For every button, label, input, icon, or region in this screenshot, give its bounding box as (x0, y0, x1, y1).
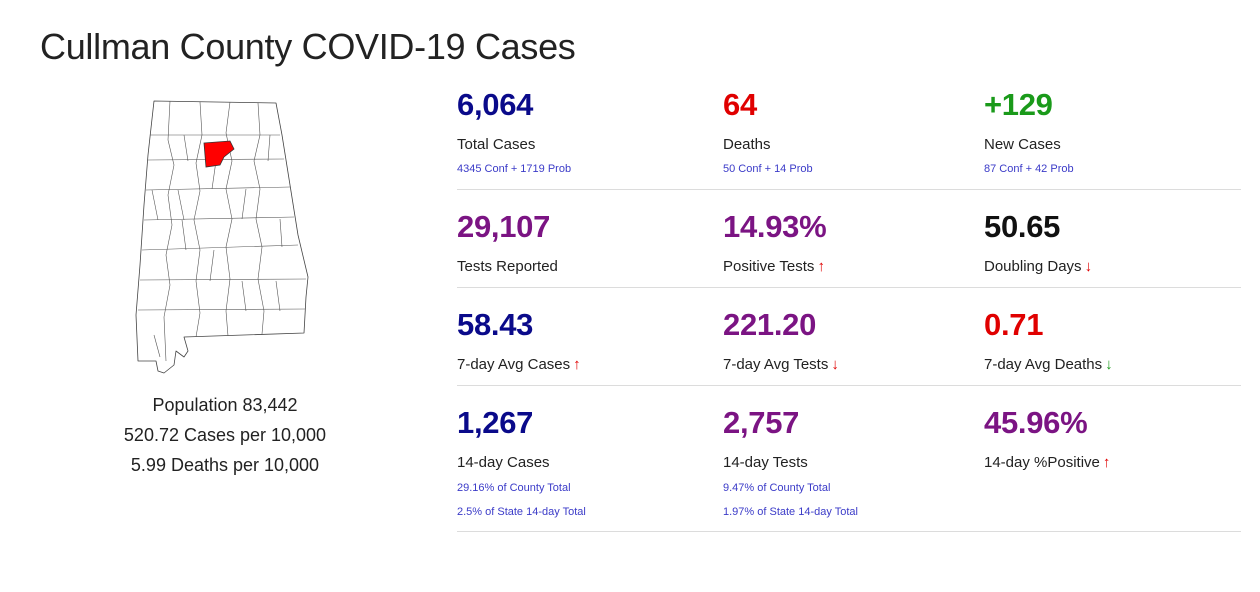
stats-row: 6,064 Total Cases 4345 Conf + 1719 Prob … (457, 84, 1241, 190)
stat-value: 0.71 (984, 307, 1044, 342)
arrow-up-icon: ↑ (573, 356, 581, 373)
stat-value: 221.20 (723, 307, 817, 342)
arrow-down-icon: ↓ (831, 356, 839, 373)
stat-positive-tests: 14.93% Positive Tests ↑ (723, 206, 984, 287)
stat-14day-positive: 45.96% 14-day %Positive ↑ (984, 402, 1241, 531)
county-stats: Population 83,442 520.72 Cases per 10,00… (0, 390, 450, 480)
cases-per-10000-text: 520.72 Cases per 10,000 (123, 425, 327, 445)
deaths-per-10000-text: 5.99 Deaths per 10,000 (130, 455, 320, 475)
alabama-county-map (135, 100, 309, 374)
stat-label: 14-day Tests (723, 454, 808, 471)
stat-7day-avg-tests: 221.20 7-day Avg Tests ↓ (723, 304, 984, 385)
arrow-down-icon: ↓ (1105, 356, 1113, 373)
stat-label: Positive Tests (723, 258, 815, 275)
stat-7day-avg-cases: 58.43 7-day Avg Cases ↑ (457, 304, 723, 385)
stat-14day-cases: 1,267 14-day Cases 29.16% of County Tota… (457, 402, 723, 531)
stat-value: 6,064 (457, 87, 534, 122)
arrow-down-icon: ↓ (1084, 258, 1093, 275)
stat-value: 2,757 (723, 405, 800, 440)
stat-value: 1,267 (457, 405, 534, 440)
stat-total-cases: 6,064 Total Cases 4345 Conf + 1719 Prob (457, 84, 723, 189)
population-text: Population 83,442 (152, 395, 298, 415)
stats-row: 1,267 14-day Cases 29.16% of County Tota… (457, 386, 1241, 532)
stat-label: 7-day Avg Deaths (984, 356, 1103, 373)
stat-7day-avg-deaths: 0.71 7-day Avg Deaths ↓ (984, 304, 1241, 385)
stat-14day-tests: 2,757 14-day Tests 9.47% of County Total… (723, 402, 984, 531)
stat-value: 50.65 (984, 209, 1061, 244)
stat-subtext: 50 Conf + 14 Prob (723, 163, 813, 175)
stat-label: Doubling Days (984, 258, 1082, 275)
stat-label: Deaths (723, 136, 771, 153)
stat-value: 14.93% (723, 209, 827, 244)
stat-value: 58.43 (457, 307, 534, 342)
state-outline (135, 100, 309, 374)
stat-label: 14-day %Positive (984, 454, 1100, 471)
stat-label: 7-day Avg Cases (457, 356, 571, 373)
stat-subtext: 4345 Conf + 1719 Prob (457, 163, 572, 175)
stat-tests-reported: 29,107 Tests Reported (457, 206, 723, 287)
stat-value: 45.96% (984, 405, 1088, 440)
stats-grid: 6,064 Total Cases 4345 Conf + 1719 Prob … (457, 84, 1241, 532)
stat-value: 64 (723, 87, 757, 122)
stat-value: 29,107 (457, 209, 551, 244)
stats-row: 58.43 7-day Avg Cases ↑ 221.20 7-day Avg … (457, 288, 1241, 386)
stat-new-cases: +129 New Cases 87 Conf + 42 Prob (984, 84, 1241, 189)
stat-subtext: 29.16% of County Total (457, 482, 571, 494)
stat-label: Total Cases (457, 136, 536, 153)
arrow-up-icon: ↑ (817, 258, 825, 275)
stat-doubling-days: 50.65 Doubling Days ↓ (984, 206, 1241, 287)
stat-subtext: 2.5% of State 14-day Total (457, 506, 586, 518)
stat-subtext: 1.97% of State 14-day Total (723, 506, 858, 518)
stats-row: 29,107 Tests Reported 14.93% Positive Te… (457, 190, 1241, 288)
stat-value: +129 (984, 87, 1053, 122)
page-title: Cullman County COVID-19 Cases (40, 26, 576, 67)
arrow-up-icon: ↑ (1102, 454, 1111, 471)
cullman-county-highlight (203, 140, 235, 168)
stat-label: 14-day Cases (457, 454, 550, 471)
stat-subtext: 9.47% of County Total (723, 482, 831, 494)
stat-label: Tests Reported (457, 258, 558, 275)
stat-subtext: 87 Conf + 42 Prob (984, 163, 1074, 175)
stat-deaths: 64 Deaths 50 Conf + 14 Prob (723, 84, 984, 189)
stat-label: New Cases (984, 136, 1061, 153)
stat-label: 7-day Avg Tests (723, 356, 829, 373)
